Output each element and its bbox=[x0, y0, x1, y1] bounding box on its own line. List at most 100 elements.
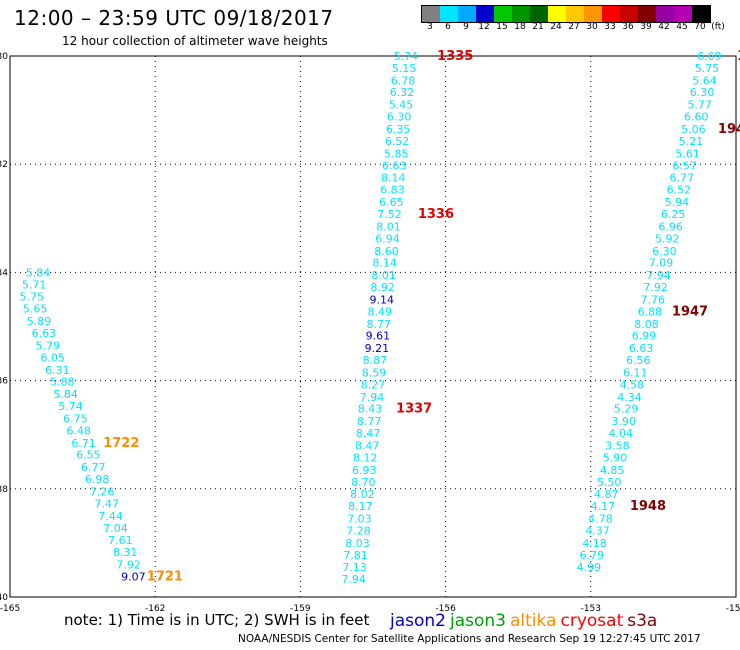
color-scale-label: 45 bbox=[676, 22, 688, 32]
wave-height-s3a: 6.63 bbox=[629, 342, 654, 355]
legend-entry-jason3: jason3 bbox=[450, 611, 506, 631]
wave-height-cryosat: 8.03 bbox=[345, 537, 370, 550]
wave-height-s3a: 5.61 bbox=[675, 147, 700, 160]
wave-height-s3a: 7.09 bbox=[649, 257, 674, 270]
color-scale-label: 30 bbox=[586, 22, 598, 32]
wave-height-cryosat: 8.59 bbox=[362, 366, 387, 379]
color-scale-label: 18 bbox=[514, 22, 526, 32]
wave-height-cryosat: 9.14 bbox=[369, 293, 394, 306]
color-swatch bbox=[620, 6, 638, 22]
y-tick-label: -36 bbox=[0, 377, 8, 387]
y-tick-label: -32 bbox=[0, 160, 8, 170]
wave-height-altika: 7.47 bbox=[95, 497, 120, 510]
wave-height-s3a: 8.08 bbox=[634, 318, 659, 331]
time-label: 1947 bbox=[672, 304, 708, 319]
time-label: 1336 bbox=[418, 207, 454, 222]
wave-height-s3a: 5.06 bbox=[681, 123, 706, 136]
time-label: 1945 bbox=[737, 49, 740, 64]
wave-height-s3a: 4.37 bbox=[585, 524, 610, 537]
wave-height-altika: 5.84 bbox=[53, 388, 78, 401]
wave-height-s3a: 4.58 bbox=[620, 378, 645, 391]
wave-height-s3a: 6.79 bbox=[580, 549, 605, 562]
color-scale-label: 70 bbox=[694, 22, 706, 32]
wave-height-s3a: 7.92 bbox=[643, 281, 668, 294]
wave-height-cryosat: 8.60 bbox=[374, 245, 399, 258]
wave-height-s3a: 4.85 bbox=[600, 464, 625, 477]
wave-height-altika: 6.31 bbox=[45, 364, 70, 377]
time-label: 1335 bbox=[437, 49, 473, 64]
wave-height-s3a: 6.57 bbox=[672, 159, 697, 172]
wave-height-cryosat: 8.01 bbox=[371, 269, 396, 282]
wave-height-s3a: 4.34 bbox=[617, 391, 642, 404]
wave-height-cryosat: 8.92 bbox=[370, 281, 395, 294]
wave-height-cryosat: 5.15 bbox=[392, 62, 417, 75]
wave-height-s3a: 5.50 bbox=[597, 476, 622, 489]
wave-height-s3a: 6.30 bbox=[690, 86, 715, 99]
color-swatch bbox=[638, 6, 656, 22]
satellite-legend: jason2 jason3 altika cryosat s3a bbox=[390, 611, 661, 631]
x-tick-label: -156 bbox=[435, 604, 456, 614]
x-tick-label: -162 bbox=[145, 604, 165, 614]
color-swatch bbox=[458, 6, 476, 22]
wave-height-s3a: 7.76 bbox=[641, 293, 666, 306]
wave-height-cryosat: 8.14 bbox=[372, 257, 397, 270]
wave-height-cryosat: 6.30 bbox=[387, 111, 412, 124]
wave-height-cryosat: 8.49 bbox=[368, 305, 393, 318]
wave-height-s3a: 6.69 bbox=[697, 50, 722, 63]
wave-height-altika: 5.74 bbox=[58, 400, 83, 413]
wave-height-cryosat: 8.12 bbox=[353, 451, 378, 464]
x-tick-label: -159 bbox=[290, 604, 311, 614]
wave-height-altika: 5.79 bbox=[36, 339, 61, 352]
wave-height-cryosat: 8.77 bbox=[357, 415, 382, 428]
time-label: 1722 bbox=[103, 436, 139, 451]
wave-height-cryosat: 7.94 bbox=[341, 573, 366, 586]
wave-height-s3a: 5.94 bbox=[665, 196, 690, 209]
wave-height-cryosat: 6.83 bbox=[380, 184, 405, 197]
y-tick-label: -30 bbox=[0, 52, 8, 62]
wave-height-altika: 7.04 bbox=[103, 522, 128, 535]
time-label: 1721 bbox=[147, 569, 183, 584]
color-swatch bbox=[692, 6, 710, 22]
wave-height-cryosat: 6.78 bbox=[391, 74, 416, 87]
wave-height-altika: 6.77 bbox=[81, 461, 106, 474]
wave-height-cryosat: 6.35 bbox=[386, 123, 411, 136]
wave-height-altika: 5.71 bbox=[22, 278, 47, 291]
wave-height-cryosat: 6.32 bbox=[390, 86, 415, 99]
wave-height-s3a: 5.75 bbox=[695, 62, 720, 75]
chart-subtitle: 12 hour collection of altimeter wave hei… bbox=[62, 34, 328, 48]
wave-height-cryosat: 5.74 bbox=[394, 50, 419, 63]
color-scale-label: 27 bbox=[568, 22, 580, 32]
wave-height-cryosat: 8.02 bbox=[350, 488, 375, 501]
wave-height-altika: 5.84 bbox=[26, 266, 51, 279]
color-swatch bbox=[530, 6, 548, 22]
wave-height-altika: 6.48 bbox=[66, 424, 91, 437]
wave-height-s3a: 6.11 bbox=[623, 366, 648, 379]
wave-height-cryosat: 8.43 bbox=[358, 403, 383, 416]
wave-height-s3a: 5.21 bbox=[679, 135, 704, 148]
wave-height-cryosat: 5.45 bbox=[389, 99, 414, 112]
wave-height-s3a: 4.17 bbox=[591, 500, 616, 513]
wave-height-s3a: 5.29 bbox=[614, 403, 639, 416]
chart-title: 12:00 – 23:59 UTC 09/18/2017 bbox=[14, 6, 334, 30]
time-label: 1337 bbox=[396, 402, 432, 417]
x-tick-label: -165 bbox=[0, 604, 20, 614]
color-scale-label: 39 bbox=[640, 22, 652, 32]
wave-height-s3a: 6.56 bbox=[626, 354, 651, 367]
wave-height-s3a: 7.94 bbox=[646, 269, 671, 282]
wave-height-altika: 5.88 bbox=[50, 376, 75, 389]
legend-entry-altika: altika bbox=[510, 611, 557, 631]
color-swatch bbox=[512, 6, 530, 22]
wave-height-cryosat: 8.47 bbox=[356, 427, 381, 440]
wave-height-cryosat: 6.94 bbox=[375, 232, 400, 245]
color-swatch bbox=[584, 6, 602, 22]
wave-height-cryosat: 5.85 bbox=[384, 147, 409, 160]
wave-height-s3a: 4.04 bbox=[609, 427, 634, 440]
wave-height-altika: 6.75 bbox=[63, 412, 88, 425]
color-swatch bbox=[548, 6, 566, 22]
color-swatch bbox=[440, 6, 458, 22]
legend-entry-cryosat: cryosat bbox=[560, 611, 624, 631]
time-label: 1946 bbox=[718, 122, 740, 137]
y-tick-label: -34 bbox=[0, 268, 8, 278]
color-scale-label: 6 bbox=[445, 22, 451, 32]
